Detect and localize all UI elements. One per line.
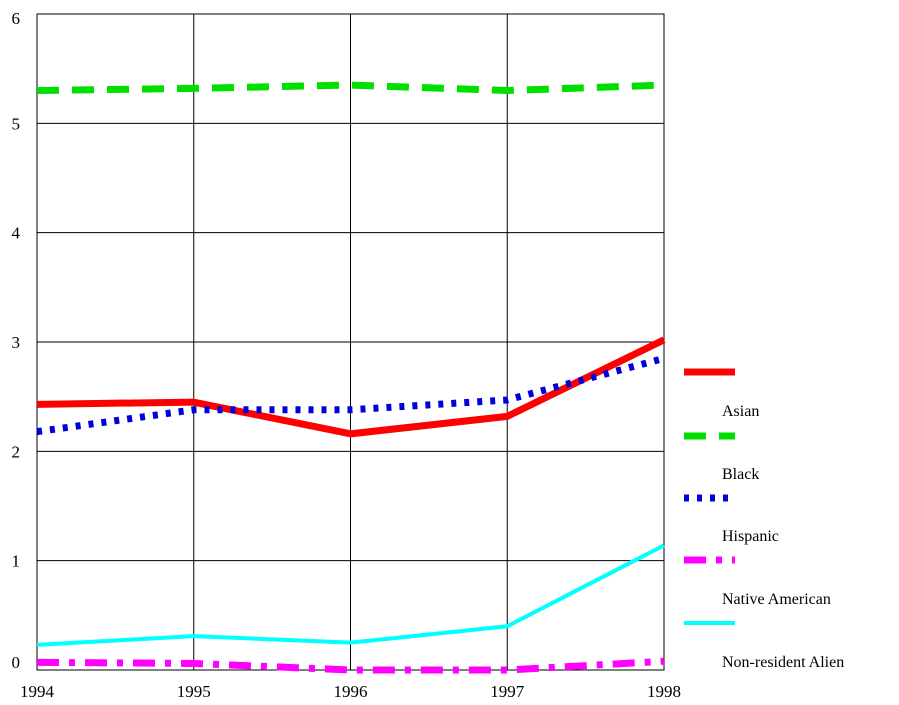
legend-label: Asian [722, 403, 759, 420]
y-tick-label: 1 [12, 552, 21, 571]
series-lines [36, 81, 666, 674]
y-tick-label: 3 [12, 333, 21, 352]
y-tick-label: 0 [12, 653, 21, 672]
x-tick-label: 1998 [647, 682, 681, 701]
series-line-3 [36, 657, 665, 674]
legend-label: Hispanic [722, 528, 779, 545]
y-axis-ticks: 0 1 2 3 4 5 6 [12, 9, 21, 672]
y-tick-label: 2 [12, 442, 21, 461]
y-tick-label: 6 [12, 9, 21, 28]
y-tick-label: 5 [12, 114, 21, 133]
x-tick-label: 1996 [334, 682, 368, 701]
legend-label: Black [722, 466, 759, 483]
x-tick-label: 1995 [177, 682, 211, 701]
legend: Asian Black Hispanic Native American Non-res… [684, 368, 844, 671]
legend-label: Non-resident Alien [722, 654, 844, 671]
x-tick-label: 1997 [490, 682, 525, 701]
grid [36, 13, 665, 671]
legend-label: Native American [722, 591, 831, 608]
x-tick-label: 1994 [20, 682, 55, 701]
y-tick-label: 4 [12, 224, 21, 243]
x-axis-ticks: 1994 1995 1996 1997 1998 [20, 682, 681, 701]
